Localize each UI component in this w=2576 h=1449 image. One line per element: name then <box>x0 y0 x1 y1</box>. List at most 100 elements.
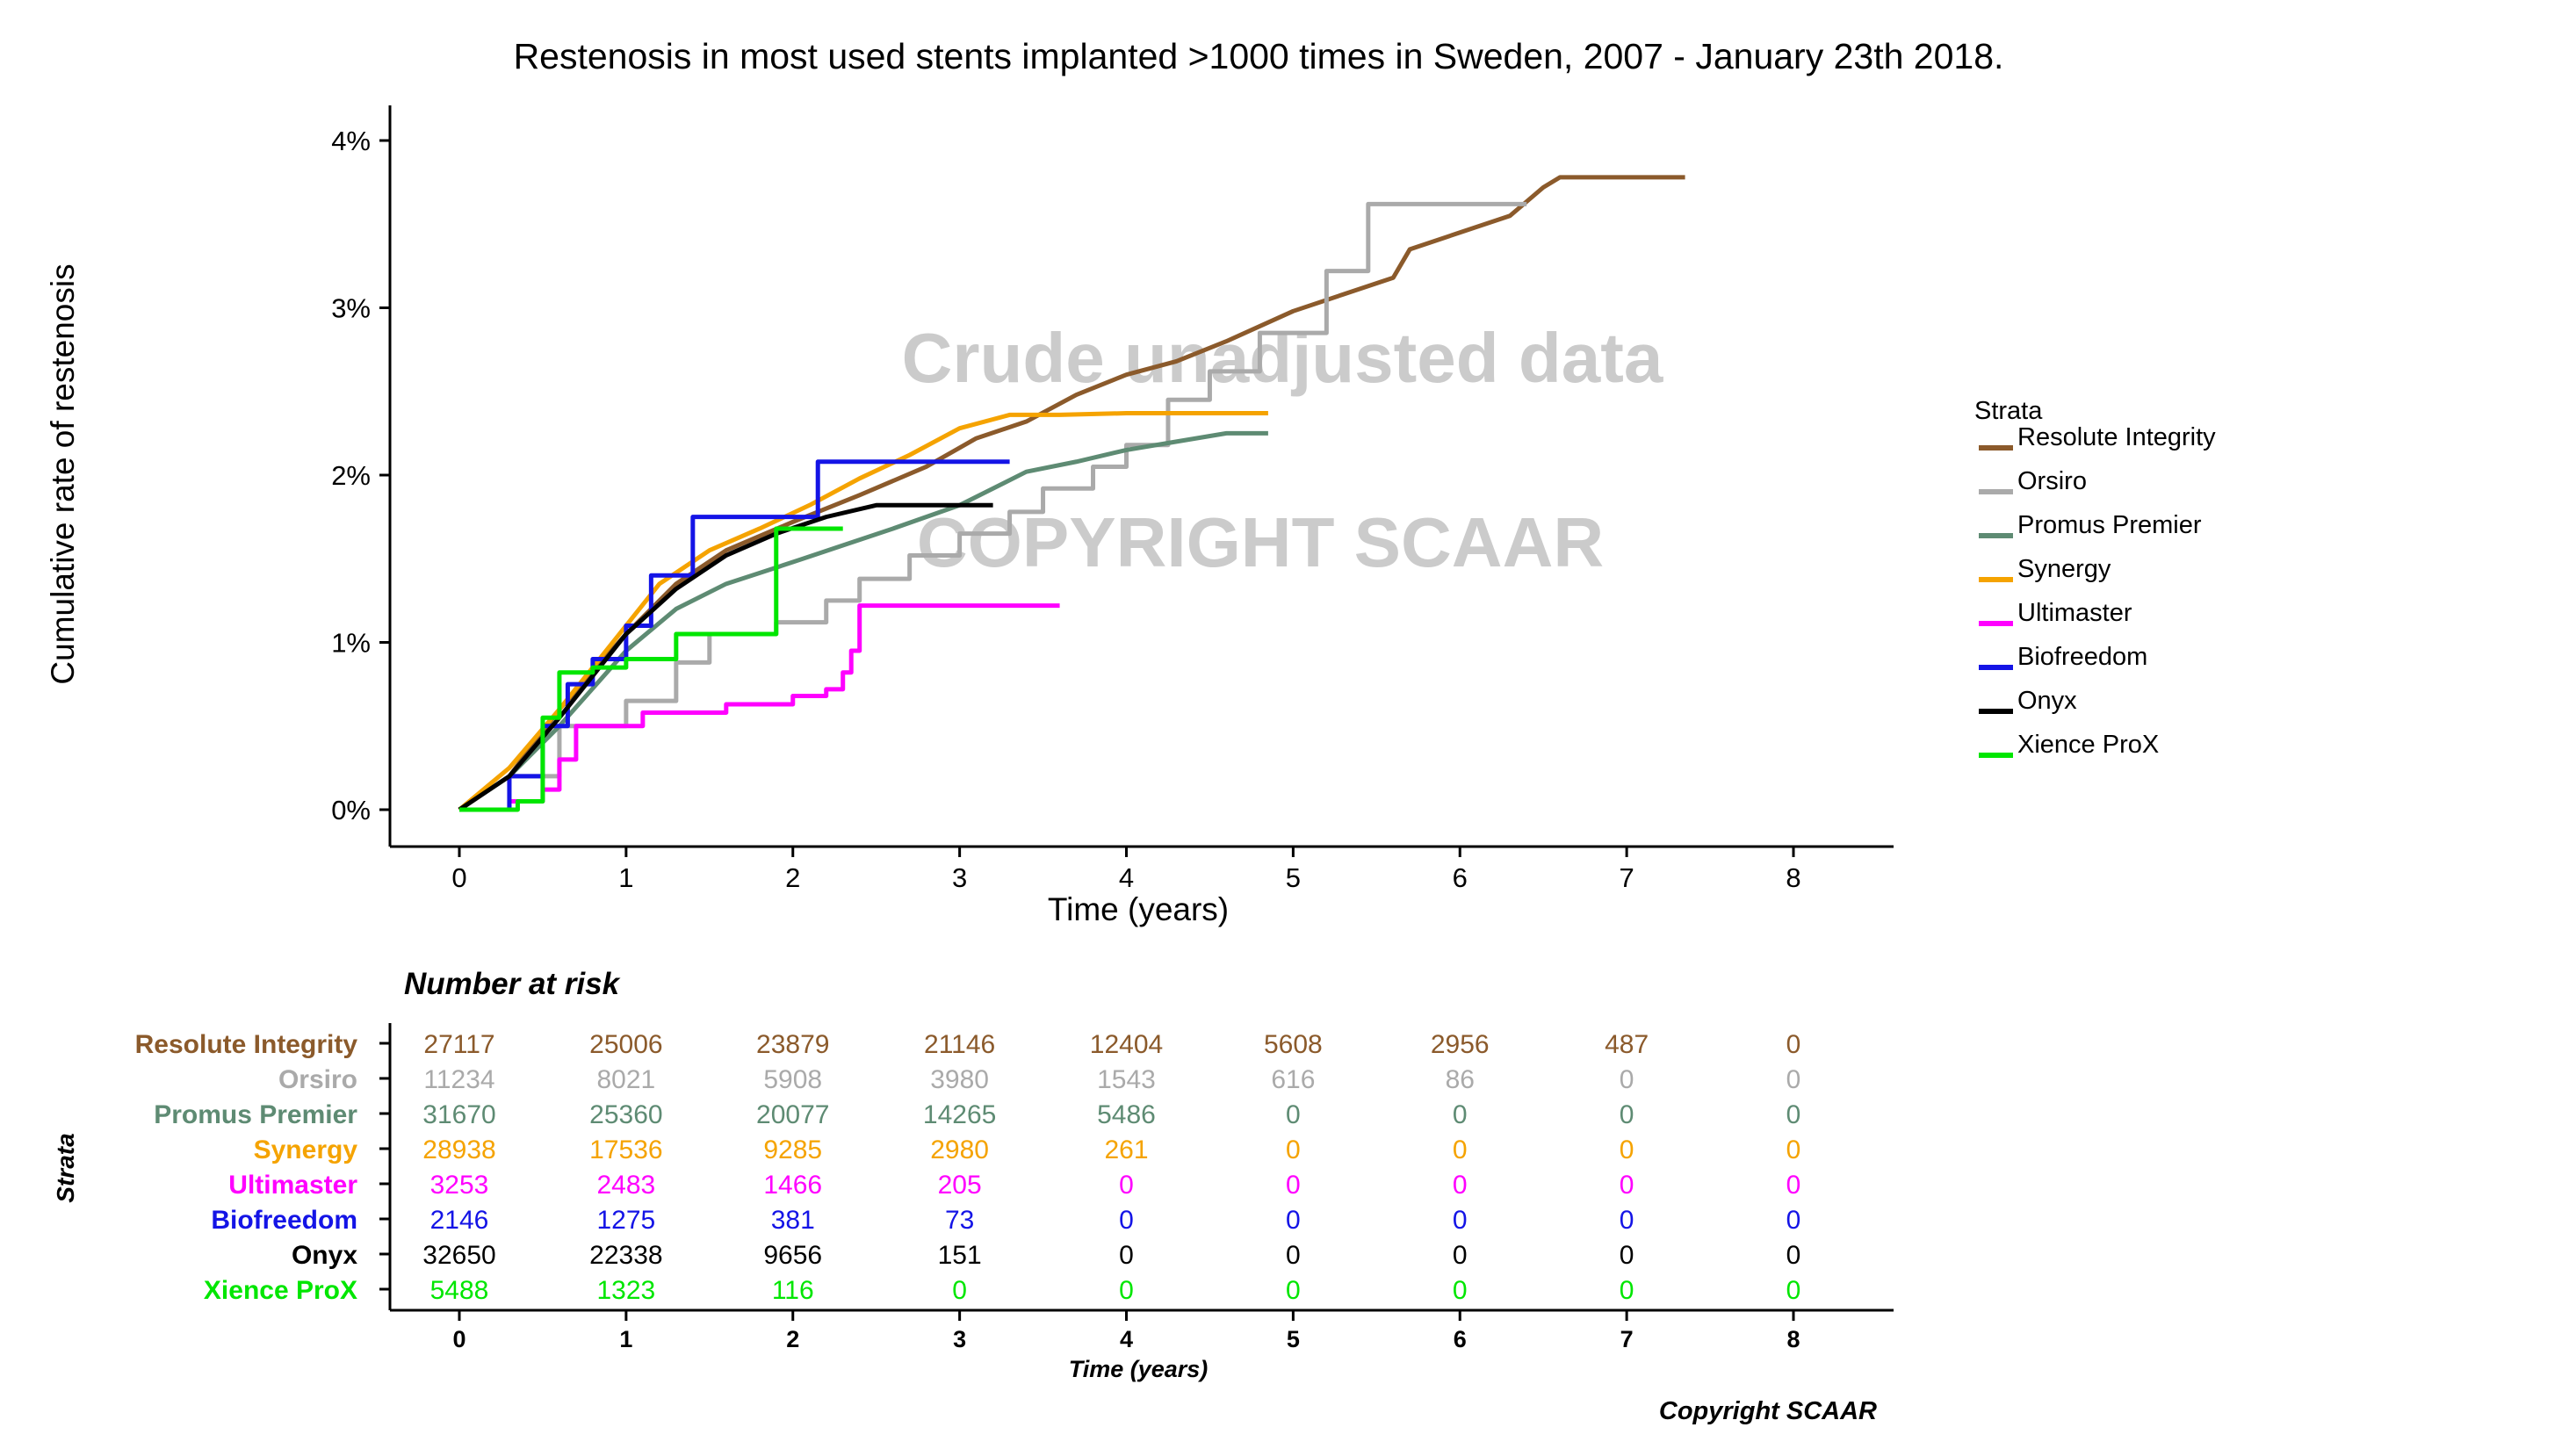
risk-cell: 1543 <box>1097 1065 1156 1094</box>
risk-cell: 2483 <box>597 1171 656 1200</box>
risk-row-label-ultimaster: Ultimaster <box>228 1171 357 1200</box>
risk-cell: 5908 <box>763 1065 822 1094</box>
risk-row-label-biofreedom: Biofreedom <box>211 1206 357 1235</box>
risk-cell: 27117 <box>423 1030 494 1059</box>
risk-cell: 9285 <box>763 1135 822 1164</box>
risk-cell: 0 <box>1119 1276 1134 1305</box>
risk-cell: 2146 <box>430 1206 489 1235</box>
risk-cell: 616 <box>1271 1065 1315 1094</box>
risk-cell: 381 <box>771 1206 815 1235</box>
legend-label-resolute-integrity: Resolute Integrity <box>2017 423 2216 451</box>
risk-cell: 0 <box>1453 1206 1468 1235</box>
series-line-biofreedom <box>459 459 1010 812</box>
risk-cell: 0 <box>1620 1171 1634 1200</box>
y-tick-label: 2% <box>331 460 371 491</box>
risk-cell: 23879 <box>756 1030 829 1059</box>
risk-cell: 1323 <box>597 1276 656 1305</box>
risk-cell: 3980 <box>930 1065 989 1094</box>
risk-cell: 0 <box>1453 1276 1468 1305</box>
risk-cell: 1275 <box>597 1206 656 1235</box>
x-tick-label: 6 <box>1453 862 1468 893</box>
risk-cell: 0 <box>1620 1241 1634 1270</box>
risk-cell: 0 <box>1620 1065 1634 1094</box>
risk-cell: 22338 <box>589 1241 662 1270</box>
risk-cell: 21146 <box>924 1030 995 1059</box>
x-tick-label: 7 <box>1620 862 1634 893</box>
risk-cell: 1466 <box>763 1171 822 1200</box>
x-tick-label: 4 <box>1119 862 1134 893</box>
risk-cell: 12404 <box>1090 1030 1163 1059</box>
risk-cell: 2956 <box>1431 1030 1490 1059</box>
risk-cell: 487 <box>1605 1030 1649 1059</box>
risk-cell: 0 <box>952 1276 967 1305</box>
risk-cell: 0 <box>1286 1276 1301 1305</box>
risk-cell: 0 <box>1786 1171 1801 1200</box>
risk-cell: 17536 <box>589 1135 662 1164</box>
y-tick-label: 0% <box>331 795 371 825</box>
risk-cell: 0 <box>1620 1135 1634 1164</box>
risk-cell: 0 <box>1453 1100 1468 1129</box>
y-tick-label: 4% <box>331 126 371 156</box>
series-line-promus-premier <box>458 430 1268 812</box>
risk-x-tick-label: 5 <box>1287 1326 1300 1352</box>
risk-cell: 0 <box>1119 1241 1134 1270</box>
risk-cell: 0 <box>1286 1241 1301 1270</box>
risk-cell: 0 <box>1620 1100 1634 1129</box>
risk-cell: 2980 <box>930 1135 989 1164</box>
risk-cell: 0 <box>1620 1276 1634 1305</box>
risk-row-label-xience-prox: Xience ProX <box>204 1276 357 1305</box>
risk-cell: 0 <box>1786 1030 1801 1059</box>
risk-cell: 5488 <box>430 1276 489 1305</box>
x-tick-label: 2 <box>785 862 800 893</box>
risk-x-tick-label: 6 <box>1454 1326 1467 1352</box>
legend-label-synergy: Synergy <box>2017 555 2111 583</box>
risk-table-x-label: Time (years) <box>1069 1356 1209 1382</box>
risk-x-tick-label: 7 <box>1620 1326 1634 1352</box>
risk-cell: 116 <box>772 1276 814 1305</box>
risk-cell: 0 <box>1453 1135 1468 1164</box>
risk-cell: 25360 <box>589 1100 662 1129</box>
risk-cell: 8021 <box>597 1065 656 1094</box>
y-axis-label: Cumulative rate of restenosis <box>45 263 81 684</box>
risk-x-tick-label: 8 <box>1786 1326 1800 1352</box>
risk-cell: 0 <box>1786 1065 1801 1094</box>
risk-cell: 32650 <box>422 1241 495 1270</box>
risk-cell: 0 <box>1786 1100 1801 1129</box>
risk-cell: 86 <box>1446 1065 1475 1094</box>
x-tick-label: 8 <box>1786 862 1800 893</box>
risk-table: Resolute Integrity 27117 25006 23879 21146 12… <box>135 1023 1894 1352</box>
risk-cell: 9656 <box>763 1241 822 1270</box>
risk-cell: 5486 <box>1097 1100 1156 1129</box>
risk-cell: 14265 <box>923 1100 996 1129</box>
risk-cell: 0 <box>1119 1171 1134 1200</box>
legend-label-xience-prox: Xience ProX <box>2017 731 2159 759</box>
legend-label-biofreedom: Biofreedom <box>2017 643 2147 671</box>
risk-row-label-synergy: Synergy <box>254 1135 358 1164</box>
x-tick-label: 1 <box>618 862 633 893</box>
risk-x-tick-label: 3 <box>953 1326 966 1352</box>
risk-table-title: Number at risk <box>404 967 621 1001</box>
watermark-crude-data: Crude unadjusted data <box>902 319 1663 397</box>
series-line-synergy <box>458 411 1268 811</box>
risk-cell: 0 <box>1453 1171 1468 1200</box>
risk-row-label-onyx: Onyx <box>292 1241 357 1270</box>
x-tick-label: 0 <box>451 862 466 893</box>
risk-cell: 11234 <box>423 1065 494 1094</box>
risk-x-tick-label: 0 <box>452 1326 465 1352</box>
legend: Resolute Integrity Orsiro Promus Premier Sy… <box>1979 423 2216 759</box>
risk-x-tick-label: 4 <box>1120 1326 1133 1352</box>
risk-cell: 28938 <box>422 1135 495 1164</box>
axes-layer: 0% 1% 2% 3% 4% 0 1 2 3 4 5 6 7 8 <box>331 105 1894 893</box>
risk-cell: 0 <box>1286 1135 1301 1164</box>
risk-cell: 151 <box>938 1241 982 1270</box>
x-tick-label: 5 <box>1286 862 1301 893</box>
y-tick-label: 1% <box>331 628 371 659</box>
risk-cell: 0 <box>1286 1171 1301 1200</box>
watermark-copyright: COPYRIGHT SCAAR <box>917 503 1604 581</box>
legend-label-promus-premier: Promus Premier <box>2017 511 2202 539</box>
legend-label-orsiro: Orsiro <box>2017 467 2087 495</box>
risk-cell: 0 <box>1119 1206 1134 1235</box>
risk-cell: 3253 <box>430 1171 489 1200</box>
risk-cell: 0 <box>1786 1206 1801 1235</box>
